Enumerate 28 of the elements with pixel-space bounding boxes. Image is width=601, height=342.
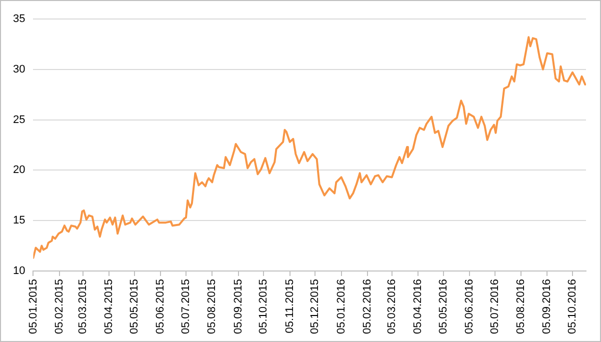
y-tick-label: 30: [12, 63, 26, 76]
x-tick-label: 05.08.2015: [206, 278, 218, 334]
x-tick-label: 05.02.2015: [53, 278, 66, 334]
x-tick-label: 05.03.2015: [77, 278, 90, 334]
x-tick-label: 05.09.2015: [232, 278, 244, 334]
x-tick-label: 05.05.2015: [128, 278, 141, 334]
y-tick-label: 25: [12, 114, 26, 126]
x-tick-label: 05.09.2016: [541, 278, 554, 334]
x-tick-label: 05.02.2016: [361, 278, 374, 334]
x-tick-label: 05.01.2015: [27, 278, 40, 334]
x-tick-label: 05.01.2016: [335, 278, 348, 334]
x-tick-label: 05.08.2016: [515, 278, 528, 334]
x-tick-label: 05.12.2015: [309, 278, 322, 334]
x-tick-label: 05.11.2015: [284, 278, 296, 334]
x-tick-label: 05.05.2016: [437, 278, 450, 334]
x-tick-label: 05.07.2016: [488, 278, 501, 334]
x-tick-label: 05.06.2016: [464, 278, 476, 334]
x-tick-label: 05.10.2016: [566, 278, 579, 334]
x-tick-label: 05.10.2015: [258, 278, 270, 334]
y-tick-label: 10: [12, 264, 26, 277]
y-tick-label: 15: [12, 214, 26, 227]
y-tick-label: 35: [12, 13, 26, 26]
x-tick-label: 05.06.2015: [154, 278, 167, 334]
y-tick-label: 20: [12, 164, 26, 176]
x-tick-label: 05.04.2016: [412, 278, 424, 334]
x-tick-label: 05.07.2015: [180, 278, 192, 334]
x-tick-label: 05.03.2016: [386, 278, 398, 334]
x-tick-label: 05.04.2015: [103, 278, 116, 334]
